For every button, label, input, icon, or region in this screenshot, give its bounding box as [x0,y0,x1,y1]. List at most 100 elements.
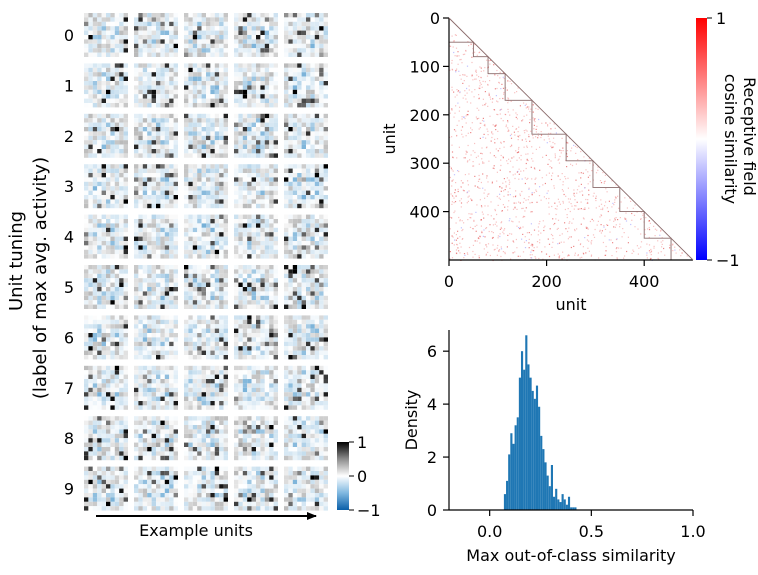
matrix-cell [532,117,534,119]
matrix-cell [555,213,557,216]
matrix-cell [538,230,540,232]
matrix-cell [557,219,560,221]
matrix-cell [504,113,506,115]
matrix-cell [478,97,480,100]
matrix-cell [483,229,485,231]
matrix-cell [453,244,455,246]
matrix-cell [492,224,494,226]
matrix-cell [512,166,514,168]
x-tick-label: 1.0 [680,522,705,541]
matrix-cell [581,190,583,192]
matrix-cell [478,94,480,96]
matrix-cell [509,181,511,183]
matrix-cell [537,108,539,110]
matrix-cell [483,248,485,250]
matrix-cell [603,225,605,227]
matrix-cell [660,241,662,243]
matrix-cell [454,189,456,191]
matrix-cell [495,95,497,97]
y-tick-label: 0 [427,501,437,520]
matrix-cell [584,207,586,209]
matrix-cell [547,238,549,240]
matrix-cell [509,233,511,235]
matrix-cell [466,151,468,153]
matrix-cell [467,184,469,186]
matrix-cell [657,252,659,254]
matrix-cell [532,250,534,252]
matrix-cell [605,201,607,203]
matrix-cell [606,224,608,226]
matrix-cell [471,75,473,77]
matrix-cell [573,208,575,210]
matrix-cell [630,200,632,202]
matrix-cell [466,114,468,116]
matrix-cell [504,206,506,208]
colorbar-tick-label: 0 [357,467,367,486]
matrix-cell [467,196,469,198]
matrix-cell [612,242,614,244]
histogram-bar [546,475,549,510]
matrix-cell [480,122,482,124]
matrix-cell [514,177,516,180]
matrix-cell [636,245,638,247]
matrix-cell [580,177,582,179]
matrix-cell [531,193,533,195]
matrix-cell [550,233,553,236]
histogram-bar [529,377,532,510]
matrix-cell [600,199,602,201]
grid-ylabel: Unit tuning [6,211,27,311]
matrix-cell [510,100,512,102]
matrix-cell [512,240,514,242]
matrix-cell [544,182,546,185]
matrix-cell [549,166,551,168]
matrix-cell [490,201,492,203]
matrix-cell [500,154,502,157]
matrix-cell [680,255,682,257]
matrix-cell [637,228,639,230]
matrix-cell [481,211,483,213]
matrix-cell [552,146,554,148]
matrix-cell [531,249,533,251]
matrix-cell [467,200,469,202]
matrix-cell [543,226,545,229]
receptive-field-tile [234,63,278,108]
receptive-field-tile [184,466,228,511]
matrix-cell [617,219,619,221]
matrix-cell [507,121,509,123]
matrix-cell [460,206,462,208]
matrix-cell [479,122,481,124]
matrix-cell [478,87,480,89]
y-tick-label: 200 [409,106,440,125]
matrix-cell [572,218,574,220]
matrix-cell [463,116,465,118]
matrix-cell [478,163,480,165]
matrix-cell [519,255,521,257]
matrix-cell [491,101,493,103]
matrix-cell [453,40,455,42]
matrix-cell [452,236,454,238]
matrix-cell [575,163,577,165]
matrix-cell [486,75,489,77]
matrix-cell [549,228,551,230]
colorbar-tick-label: 1 [357,433,367,452]
receptive-field-tile [234,164,278,209]
matrix-cell [486,59,488,61]
matrix-cell [487,243,490,245]
matrix-cell [466,65,469,67]
matrix-cell [531,158,533,160]
matrix-cell [456,89,458,91]
matrix-cell [531,146,533,148]
histogram-bar [518,377,521,510]
matrix-cell [492,232,494,234]
matrix-cell [512,252,514,254]
matrix-cell [493,155,495,157]
matrix-cell [517,131,519,133]
matrix-cell [505,87,507,89]
matrix-cell [562,251,564,253]
matrix-cell [464,174,466,176]
matrix-cell [473,219,475,221]
receptive-field-tile [134,63,178,108]
matrix-cell [463,190,465,192]
matrix-cell [488,94,490,96]
matrix-cell [533,167,536,169]
